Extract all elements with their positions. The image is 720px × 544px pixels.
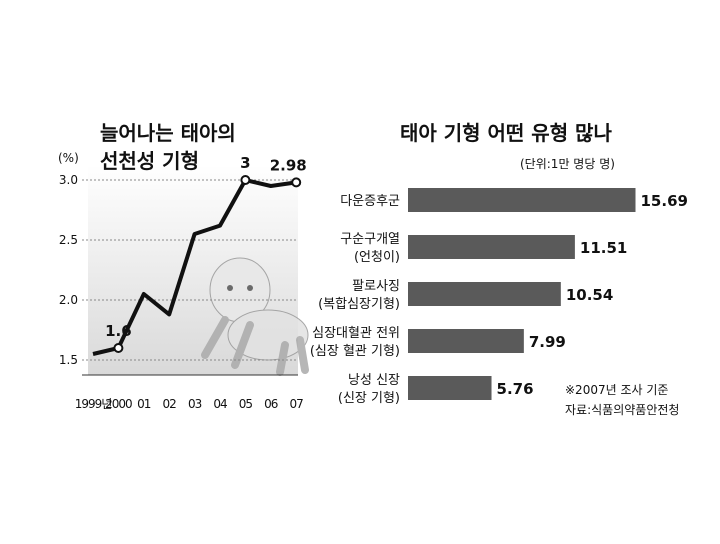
chart-title: 늘어나는 태아의 [100,121,236,145]
baby-illustration [201,257,309,376]
data-label: 7.99 [529,333,566,351]
data-point [113,343,124,353]
data-point [240,175,251,185]
y-axis-label: (%) [58,151,79,165]
data-label: 1.6 [105,322,132,340]
bar [408,329,524,353]
data-label: 11.51 [580,239,627,257]
x-tick-label: 2000 [105,397,132,411]
bar [408,235,575,259]
y-tick-label: 2.5 [59,233,78,247]
x-tick-label: 04 [213,397,227,411]
chart-title: 태아 기형 어떤 유형 많나 [400,121,612,145]
data-label: 3 [240,154,250,172]
category-label: (복합심장기형) [318,297,400,312]
x-tick-label: 07 [290,397,304,411]
data-point [291,177,302,188]
category-label: 다운증후군 [340,194,400,209]
x-tick-label: 02 [163,397,177,411]
bar [408,282,561,306]
chart-subtitle: (단위:1만 명당 명) [520,157,615,171]
category-label: 낭성 신장 [348,373,400,388]
x-tick-label: 1999년 [75,397,112,411]
category-label: 심장대혈관 전위 [312,326,400,341]
chart-title: 선천성 기형 [100,149,199,173]
category-label: (신장 기형) [338,391,400,406]
category-label: 팔로사징 [352,279,400,294]
y-tick-label: 3.0 [59,173,78,187]
bar [408,376,492,400]
data-label: 15.69 [641,192,688,210]
source: 자료:식품의약품안전청 [565,402,679,417]
y-tick-label: 2.0 [59,293,78,307]
category-label: (언청이) [354,250,400,265]
data-line [92,178,297,356]
x-tick-label: 05 [239,397,253,411]
note: ※2007년 조사 기준 [565,383,668,397]
x-tick-label: 03 [188,397,202,411]
bar [408,188,636,212]
x-tick-label: 06 [264,397,278,411]
category-label: (심장 혈관 기형) [310,344,400,359]
data-label: 5.76 [497,380,534,398]
data-label: 10.54 [566,286,613,304]
data-label: 2.98 [270,156,307,174]
y-tick-label: 1.5 [59,353,78,367]
x-tick-label: 01 [137,397,151,411]
category-label: 구순구개열 [340,232,400,247]
